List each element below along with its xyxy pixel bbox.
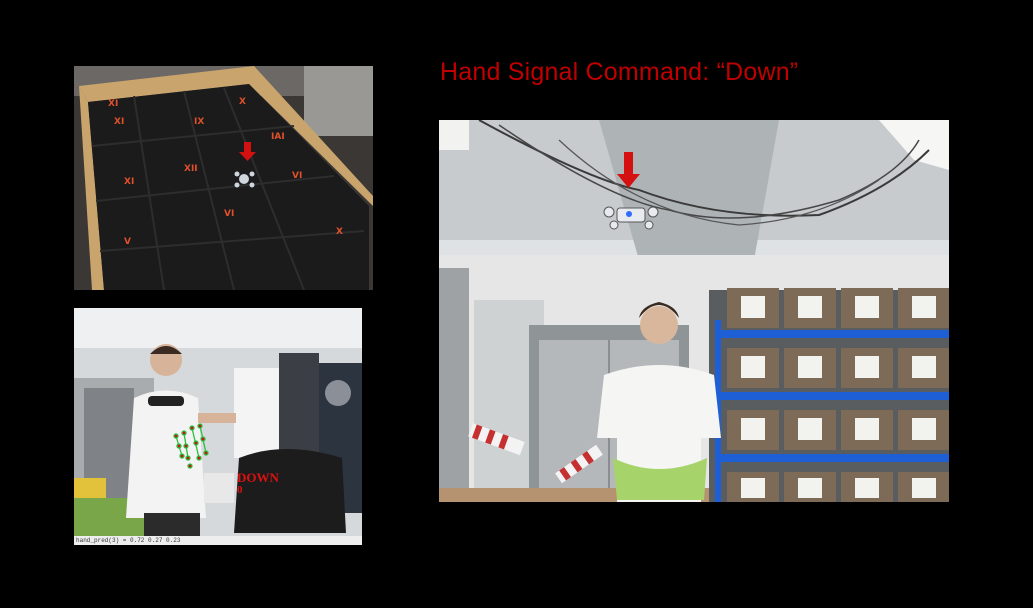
hand-gesture-camera-view: DOWN 0 hand_pred(3) = 0.72 0.27 0.23 [74,308,362,545]
shelving-unit [709,288,949,502]
svg-text:X: X [239,97,246,107]
status-bar: hand_pred(3) = 0.72 0.27 0.23 [74,536,362,545]
gesture-index: 0 [237,484,243,496]
page-title: Hand Signal Command: “Down” [440,58,799,86]
svg-text:XI: XI [108,99,118,109]
svg-text:VI: VI [292,171,302,181]
svg-text:IAI: IAI [271,132,285,142]
svg-text:XI: XI [114,117,124,127]
svg-text:X: X [336,227,343,237]
svg-text:VI: VI [224,209,234,219]
svg-text:V: V [124,237,131,247]
person [597,302,721,502]
svg-text:XII: XII [184,164,198,174]
overhead-camera-view: XI IX X IAI XII XI VI VI V X XI [74,66,373,290]
down-arrow-icon [239,142,256,161]
drone [603,206,659,230]
down-arrow-icon [617,152,640,188]
hand-landmark-overlay [173,423,209,469]
room-camera-view [439,120,949,502]
drone [234,171,255,188]
svg-text:XI: XI [124,177,134,187]
gesture-label: DOWN [237,470,279,485]
svg-text:IX: IX [194,117,204,127]
